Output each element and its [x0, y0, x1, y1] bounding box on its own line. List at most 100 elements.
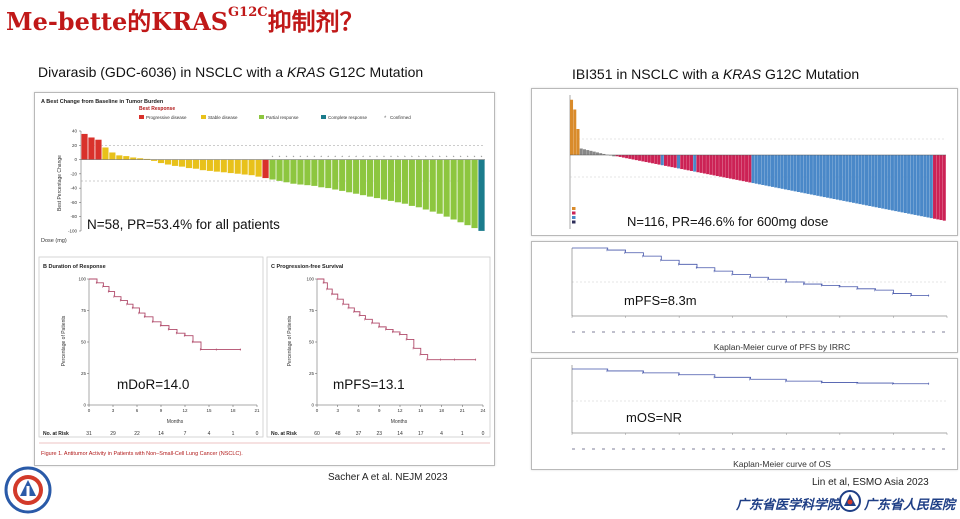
waterfall-bar — [807, 155, 810, 194]
waterfall-bar — [586, 150, 589, 155]
waterfall-bar — [573, 110, 576, 156]
panel-b-xlabel: Months — [167, 419, 184, 425]
confirmed-marker: * — [481, 155, 483, 160]
right-reference: Lin et al, ESMO Asia 2023 — [812, 477, 929, 488]
waterfall-bar — [800, 155, 803, 193]
confirmed-marker: * — [446, 155, 448, 160]
waterfall-bar — [797, 155, 800, 192]
confirmed-marker: * — [355, 155, 357, 160]
waterfall-bar — [81, 134, 87, 160]
waterfall-bar — [172, 160, 178, 166]
waterfall-bar — [768, 155, 771, 186]
waterfall-bar — [790, 155, 793, 191]
legend-swatch — [139, 115, 144, 119]
legend-label: Progressive disease — [146, 115, 187, 120]
left-figure-panel: A Best Change from Baseline in Tumor Bur… — [34, 92, 495, 466]
waterfall-bar — [207, 160, 213, 171]
waterfall-bar — [116, 155, 122, 159]
waterfall-bar — [927, 155, 930, 217]
waterfall-bar — [214, 160, 220, 172]
waterfall-bar — [186, 160, 192, 169]
y-tick-label: 100 — [78, 277, 86, 282]
x-tick-label: 6 — [136, 408, 139, 413]
confirmed-marker: * — [467, 155, 469, 160]
waterfall-bar — [589, 151, 592, 155]
y-tick-label: 50 — [81, 340, 87, 345]
waterfall-bar — [683, 155, 686, 170]
waterfall-bar — [852, 155, 855, 203]
right-heading-italic: KRAS — [723, 66, 761, 82]
waterfall-bar — [437, 160, 443, 214]
waterfall-bar — [752, 155, 755, 183]
ibi351-pfs-caption: Kaplan-Meier curve of PFS by IRRC — [714, 342, 851, 352]
waterfall-bar — [332, 160, 338, 190]
y-tick-label: -80 — [70, 214, 77, 219]
x-tick-label: 24 — [480, 408, 486, 413]
waterfall-bar — [732, 155, 735, 179]
waterfall-bar — [897, 155, 900, 212]
y-tick-label: 20 — [72, 143, 78, 148]
x-tick-label: 18 — [230, 408, 236, 413]
confirmed-marker: * — [474, 155, 476, 160]
waterfall-bar — [654, 155, 657, 164]
waterfall-bar — [719, 155, 722, 177]
waterfall-bar — [593, 152, 596, 155]
x-tick-label: 3 — [336, 408, 339, 413]
panel-b-ylabel: Percentage of Patients — [61, 315, 67, 366]
right-heading: IBI351 in NSCLC with a KRAS G12C Mutatio… — [572, 66, 859, 82]
waterfall-bar — [875, 155, 878, 207]
left-heading-pre: Divarasib (GDC-6036) in NSCLC with a — [38, 64, 287, 80]
waterfall-bar — [625, 155, 628, 158]
waterfall-bar — [360, 160, 366, 196]
confirmed-marker: * — [362, 155, 364, 160]
waterfall-bar — [221, 160, 227, 173]
waterfall-bar — [836, 155, 839, 200]
waterfall-bar — [638, 155, 641, 161]
waterfall-bar — [748, 155, 751, 182]
waterfall-bar — [696, 155, 699, 172]
waterfall-bar — [158, 160, 164, 164]
ibi351-pfs-annotation: mPFS=8.3m — [624, 293, 697, 308]
panel-b-frame — [39, 257, 263, 437]
waterfall-bar — [374, 160, 380, 199]
x-tick-label: 12 — [182, 408, 188, 413]
waterfall-bar — [248, 160, 254, 176]
waterfall-annotation: N=58, PR=53.4% for all patients — [87, 217, 280, 232]
waterfall-bar — [687, 155, 690, 170]
ibi351-os-caption: Kaplan-Meier curve of OS — [733, 459, 831, 469]
risk-value: 0 — [482, 431, 485, 437]
waterfall-bar — [95, 140, 101, 160]
waterfall-bar — [816, 155, 819, 196]
waterfall-bar — [651, 155, 654, 163]
waterfall-bar — [745, 155, 748, 182]
waterfall-bar — [228, 160, 234, 174]
waterfall-bar — [88, 137, 94, 159]
waterfall-bar — [297, 160, 303, 185]
risk-value: 48 — [335, 431, 341, 437]
panel-a-ylabel: Best Percentage Change — [57, 155, 63, 211]
right-os-svg: mOS=NR Kaplan-Meier curve of OS — [532, 359, 957, 469]
waterfall-bar — [758, 155, 761, 184]
confirmed-marker: * — [390, 155, 392, 160]
panel-a-label: A Best Change from Baseline in Tumor Bur… — [41, 99, 164, 105]
waterfall-bar — [940, 155, 943, 220]
waterfall-bar — [353, 160, 359, 194]
km-curve — [317, 279, 476, 360]
confirmed-marker: * — [404, 155, 406, 160]
waterfall-bar — [632, 155, 635, 159]
y-tick-label: 100 — [306, 277, 314, 282]
risk-value: 23 — [376, 431, 382, 437]
confirmed-marker: * — [286, 155, 288, 160]
left-heading-post: G12C Mutation — [325, 64, 423, 80]
panel-b-label: B Duration of Response — [43, 264, 106, 270]
panel-a-xlabel: Dose (mg) — [41, 238, 67, 244]
x-tick-label: 12 — [397, 408, 403, 413]
waterfall-bar — [709, 155, 712, 175]
waterfall-bar — [325, 160, 331, 189]
waterfall-bar — [570, 100, 573, 155]
legend-swatch — [321, 115, 326, 119]
waterfall-bar — [878, 155, 881, 208]
confirmed-marker: * — [418, 155, 420, 160]
